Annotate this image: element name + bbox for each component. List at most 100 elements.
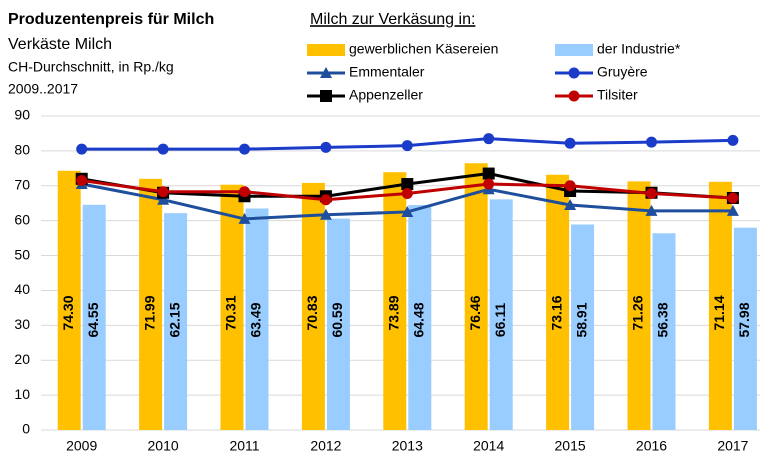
bar-value-label: 60.59: [329, 302, 345, 337]
y-tick-label: 60: [14, 211, 30, 227]
bar-value-label: 76.46: [467, 295, 483, 330]
x-tick-label: 2011: [229, 438, 259, 454]
line-marker: [157, 143, 169, 155]
bar: [164, 213, 188, 430]
legend-label: Emmentaler: [349, 64, 425, 80]
bar: [82, 204, 106, 430]
line-marker: [320, 194, 332, 206]
line-marker: [645, 204, 658, 216]
x-tick-label: 2010: [148, 438, 179, 454]
line-marker: [401, 205, 414, 217]
line-marker: [157, 186, 169, 198]
bar: [220, 184, 244, 430]
line-marker: [239, 186, 250, 198]
line-marker: [564, 137, 576, 149]
legend-swatch: [555, 44, 593, 56]
line-marker: [76, 143, 88, 155]
bar: [301, 182, 325, 430]
bar-value-label: 66.11: [492, 303, 508, 337]
legend-title: Milch zur Verkäsung in:: [310, 11, 475, 28]
chart-subtitle: CH-Durchschnitt, in Rp./kg: [8, 59, 174, 75]
line-marker: [564, 180, 576, 192]
bar-value-label: 73.16: [548, 295, 564, 330]
bar: [546, 174, 570, 430]
line-marker: [646, 136, 657, 148]
bar: [708, 181, 732, 430]
line-marker: [401, 178, 414, 191]
y-tick-label: 40: [14, 281, 30, 297]
bar-value-label: 71.99: [141, 295, 157, 330]
bar-value-label: 71.26: [630, 295, 646, 330]
x-tick-label: 2009: [66, 438, 97, 454]
bar: [489, 199, 513, 430]
bar: [139, 178, 163, 430]
line-marker: [157, 193, 170, 205]
bar: [383, 172, 407, 430]
bar: [627, 181, 651, 430]
x-tick-label: 2012: [310, 438, 341, 454]
line-marker: [320, 67, 332, 78]
x-tick-label: 2016: [636, 438, 667, 454]
line-marker: [568, 90, 580, 102]
bar-value-label: 74.30: [60, 295, 76, 330]
legend-label: Gruyère: [597, 64, 648, 80]
bar: [408, 205, 432, 430]
line-marker: [727, 134, 739, 146]
y-tick-label: 20: [14, 351, 30, 367]
line-marker: [239, 143, 250, 155]
line-marker: [483, 178, 495, 190]
line-marker: [646, 187, 657, 199]
bar-value-label: 70.31: [223, 295, 239, 330]
line-marker: [568, 67, 580, 79]
y-tick-label: 80: [14, 142, 30, 158]
y-tick-label: 90: [14, 107, 30, 123]
bar-value-label: 62.15: [166, 302, 182, 337]
legend-label: Tilsiter: [597, 87, 638, 103]
x-tick-label: 2013: [392, 438, 423, 454]
line-marker: [727, 192, 739, 204]
line-marker: [76, 175, 88, 187]
legend-label: Appenzeller: [349, 87, 423, 103]
line-marker: [401, 187, 413, 199]
line-marker: [564, 198, 577, 210]
legend-label: der Industrie*: [597, 41, 681, 57]
bar-value-label: 64.48: [411, 302, 427, 337]
bar-value-label: 58.91: [573, 302, 589, 337]
y-tick-label: 10: [14, 386, 30, 402]
bar: [57, 170, 81, 430]
chart-subtitle: 2009..2017: [8, 81, 78, 97]
y-tick-label: 30: [14, 316, 30, 332]
line-marker: [726, 204, 739, 216]
y-tick-label: 50: [14, 246, 30, 262]
bar-value-label: 71.14: [711, 295, 727, 330]
x-tick-label: 2015: [555, 438, 586, 454]
line-marker: [319, 208, 332, 220]
x-tick-label: 2014: [473, 438, 504, 454]
legend-swatch: [307, 44, 345, 56]
line-marker: [483, 133, 495, 145]
bar: [326, 218, 350, 430]
bar-value-label: 57.98: [736, 302, 752, 337]
line-marker: [238, 212, 251, 224]
x-tick-label: 2017: [717, 438, 748, 454]
legend-label: gewerblichen Käsereien: [349, 41, 498, 57]
line-marker: [401, 140, 413, 152]
bar: [464, 163, 488, 430]
y-tick-label: 70: [14, 176, 30, 192]
line-marker: [320, 90, 332, 102]
bar-value-label: 70.83: [304, 295, 320, 330]
bar: [652, 233, 676, 430]
chart-title: Produzentenpreis für Milch: [8, 11, 214, 28]
bar: [733, 227, 757, 430]
line-marker: [320, 141, 332, 153]
line-marker: [482, 167, 495, 180]
bar-value-label: 64.55: [85, 302, 101, 337]
bar: [245, 208, 269, 430]
bar-value-label: 73.89: [386, 295, 402, 330]
bar-value-label: 56.38: [655, 302, 671, 337]
chart-subtitle: Verkäste Milch: [8, 36, 112, 53]
y-tick-label: 0: [22, 421, 30, 437]
bar-value-label: 63.49: [248, 302, 264, 337]
bar: [571, 224, 595, 430]
